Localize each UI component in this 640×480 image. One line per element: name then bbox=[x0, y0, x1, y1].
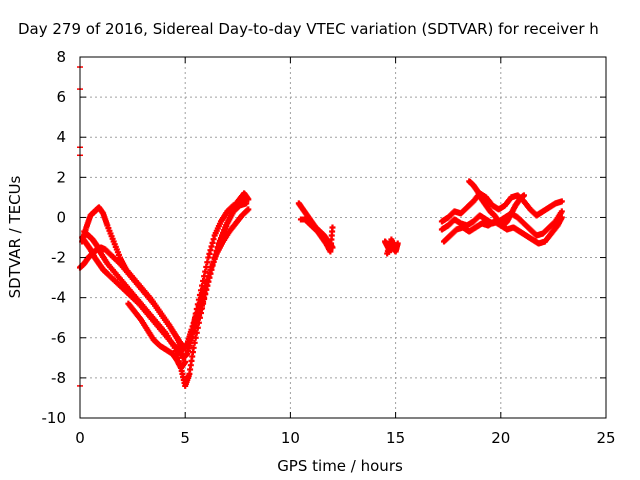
data-point bbox=[392, 246, 399, 253]
x-axis-label: GPS time / hours bbox=[277, 457, 403, 475]
plot-frame bbox=[79, 56, 607, 419]
data-point bbox=[558, 198, 565, 205]
axis-ticks bbox=[79, 56, 607, 419]
y-tick-label: -2 bbox=[51, 249, 66, 267]
data-point bbox=[190, 344, 197, 351]
data-point bbox=[243, 200, 250, 207]
y-tick-label: 8 bbox=[56, 48, 66, 66]
data-series-6 bbox=[297, 216, 336, 255]
data-point bbox=[520, 192, 527, 199]
y-axis-label: SDTVAR / TECUs bbox=[6, 175, 24, 298]
data-point bbox=[558, 208, 565, 215]
data-point bbox=[245, 196, 252, 203]
y-tick-label: 4 bbox=[56, 128, 66, 146]
chart-title: Day 279 of 2016, Sidereal Day-to-day VTE… bbox=[18, 20, 599, 38]
data-series-10 bbox=[440, 214, 565, 247]
x-tick-label: 25 bbox=[596, 429, 615, 447]
x-tick-label: 20 bbox=[491, 429, 510, 447]
data-series-11 bbox=[466, 178, 527, 229]
x-tick-label: 0 bbox=[75, 429, 85, 447]
y-tick-label: 6 bbox=[56, 88, 66, 106]
x-tick-label: 10 bbox=[281, 429, 300, 447]
x-tick-label: 5 bbox=[180, 429, 190, 447]
y-tick-label: -6 bbox=[51, 329, 66, 347]
data-point bbox=[182, 358, 189, 365]
data-point bbox=[245, 206, 252, 213]
y-tick-label: 0 bbox=[56, 208, 66, 226]
data-series-7 bbox=[382, 236, 401, 257]
data-series-3 bbox=[79, 200, 250, 351]
y-tick-label: 2 bbox=[56, 168, 66, 186]
tick-labels: 0 5 10 15 20 25 -10 -8 -6 -4 -2 0 2 4 6 8 bbox=[42, 48, 616, 447]
y-tick-label: -8 bbox=[51, 369, 66, 387]
data-point bbox=[191, 339, 198, 346]
data-series-8 bbox=[438, 190, 565, 225]
x-tick-label: 15 bbox=[386, 429, 405, 447]
data-layer bbox=[77, 66, 565, 389]
y-tick-label: -4 bbox=[51, 289, 66, 307]
y-tick-label: -10 bbox=[42, 409, 67, 427]
data-point bbox=[192, 334, 199, 341]
data-point bbox=[329, 224, 336, 231]
data-series-4 bbox=[125, 300, 189, 371]
data-point bbox=[558, 214, 565, 221]
